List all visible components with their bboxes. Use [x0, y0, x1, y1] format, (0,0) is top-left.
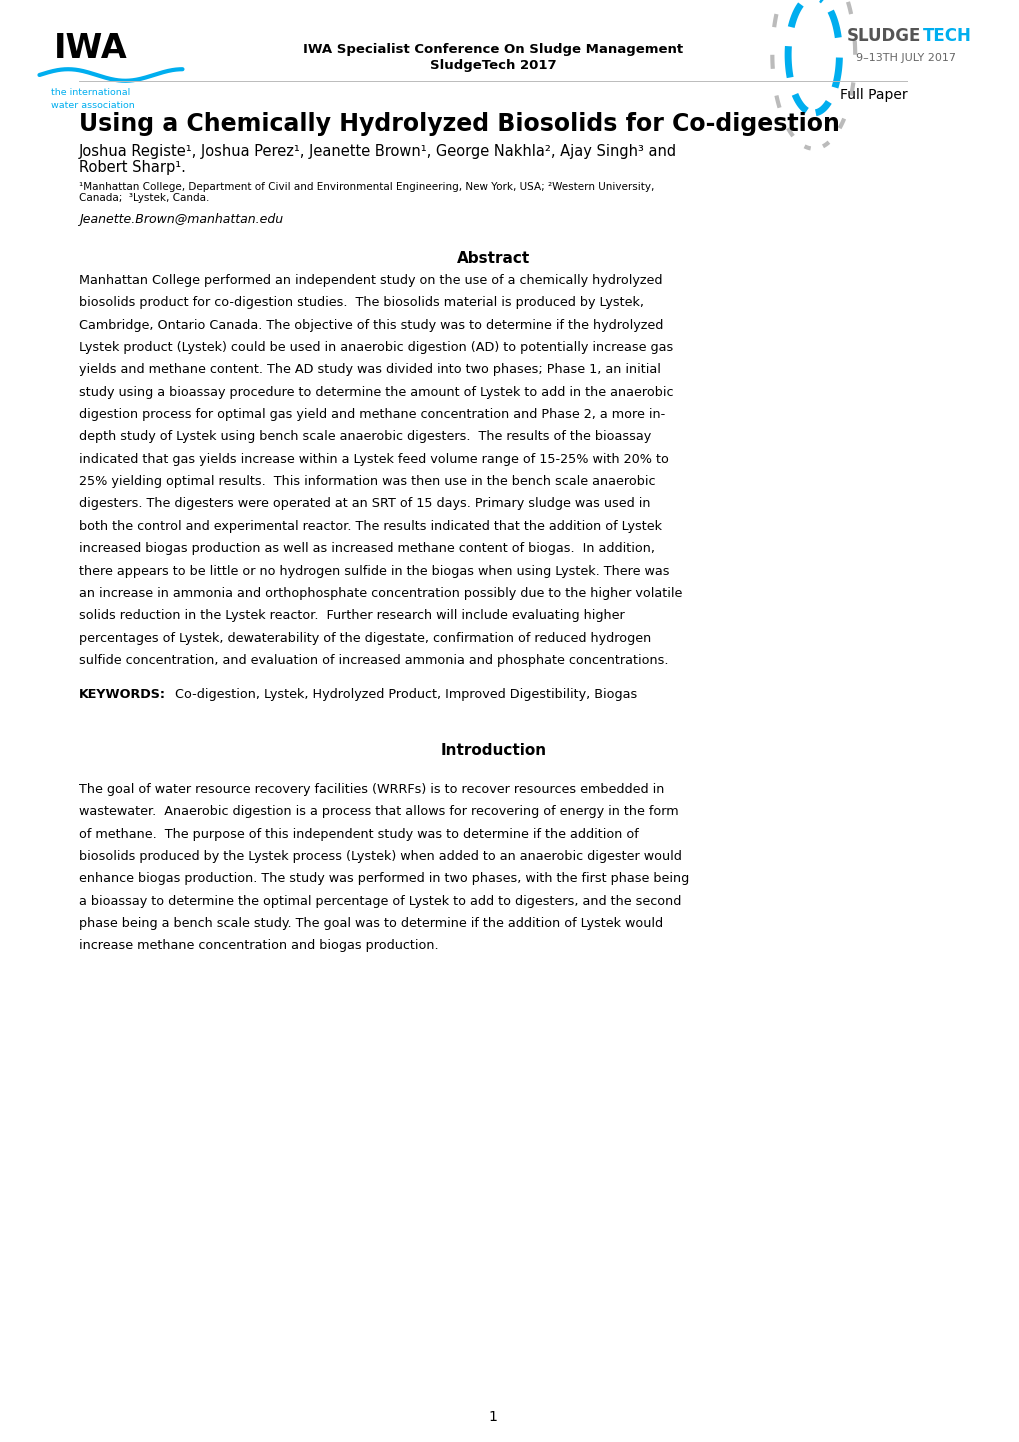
Text: ¹Manhattan College, Department of Civil and Environmental Engineering, New York,: ¹Manhattan College, Department of Civil … [78, 182, 653, 192]
Text: increased biogas production as well as increased methane content of biogas.  In : increased biogas production as well as i… [78, 542, 654, 555]
Text: Cambridge, Ontario Canada. The objective of this study was to determine if the h: Cambridge, Ontario Canada. The objective… [78, 319, 662, 332]
Text: an increase in ammonia and orthophosphate concentration possibly due to the high: an increase in ammonia and orthophosphat… [78, 587, 682, 600]
Text: Introduction: Introduction [440, 743, 546, 757]
Text: Abstract: Abstract [457, 251, 529, 265]
Text: IWA: IWA [54, 32, 127, 65]
Text: TECH: TECH [922, 27, 971, 45]
Text: phase being a bench scale study. The goal was to determine if the addition of Ly: phase being a bench scale study. The goa… [78, 917, 662, 930]
Text: SLUDGE: SLUDGE [846, 27, 920, 45]
Text: KEYWORDS:: KEYWORDS: [78, 688, 166, 701]
Text: study using a bioassay procedure to determine the amount of Lystek to add in the: study using a bioassay procedure to dete… [78, 385, 673, 399]
Text: biosolids produced by the Lystek process (Lystek) when added to an anaerobic dig: biosolids produced by the Lystek process… [78, 849, 681, 864]
Text: percentages of Lystek, dewaterability of the digestate, confirmation of reduced : percentages of Lystek, dewaterability of… [78, 632, 650, 645]
Text: IWA Specialist Conference On Sludge Management: IWA Specialist Conference On Sludge Mana… [303, 43, 683, 56]
Text: a bioassay to determine the optimal percentage of Lystek to add to digesters, an: a bioassay to determine the optimal perc… [78, 894, 681, 908]
Text: digesters. The digesters were operated at an SRT of 15 days. Primary sludge was : digesters. The digesters were operated a… [78, 497, 650, 510]
Text: SludgeTech 2017: SludgeTech 2017 [429, 59, 556, 72]
Text: Joshua Registe¹, Joshua Perez¹, Jeanette Brown¹, George Nakhla², Ajay Singh³ and: Joshua Registe¹, Joshua Perez¹, Jeanette… [78, 144, 677, 159]
Text: Canada;  ³Lystek, Canda.: Canada; ³Lystek, Canda. [78, 193, 209, 203]
Text: Using a Chemically Hydrolyzed Biosolids for Co-digestion: Using a Chemically Hydrolyzed Biosolids … [78, 112, 839, 137]
Text: solids reduction in the Lystek reactor.  Further research will include evaluatin: solids reduction in the Lystek reactor. … [78, 609, 624, 623]
Text: yields and methane content. The AD study was divided into two phases; Phase 1, a: yields and methane content. The AD study… [78, 363, 660, 376]
Text: biosolids product for co-digestion studies.  The biosolids material is produced : biosolids product for co-digestion studi… [78, 296, 643, 310]
Text: sulfide concentration, and evaluation of increased ammonia and phosphate concent: sulfide concentration, and evaluation of… [78, 653, 667, 668]
Text: wastewater.  Anaerobic digestion is a process that allows for recovering of ener: wastewater. Anaerobic digestion is a pro… [78, 805, 678, 819]
Text: Full Paper: Full Paper [839, 88, 907, 102]
Text: indicated that gas yields increase within a Lystek feed volume range of 15-25% w: indicated that gas yields increase withi… [78, 453, 668, 466]
Text: enhance biogas production. The study was performed in two phases, with the first: enhance biogas production. The study was… [78, 872, 689, 885]
Text: Manhattan College performed an independent study on the use of a chemically hydr: Manhattan College performed an independe… [78, 274, 661, 287]
Text: digestion process for optimal gas yield and methane concentration and Phase 2, a: digestion process for optimal gas yield … [78, 408, 664, 421]
Text: Robert Sharp¹.: Robert Sharp¹. [78, 160, 185, 174]
Text: Jeanette.Brown@manhattan.edu: Jeanette.Brown@manhattan.edu [78, 213, 282, 226]
Text: both the control and experimental reactor. The results indicated that the additi: both the control and experimental reacto… [78, 519, 661, 534]
Text: depth study of Lystek using bench scale anaerobic digesters.  The results of the: depth study of Lystek using bench scale … [78, 430, 650, 444]
Text: 9–13TH JULY 2017: 9–13TH JULY 2017 [855, 53, 955, 62]
Text: The goal of water resource recovery facilities (WRRFs) is to recover resources e: The goal of water resource recovery faci… [78, 783, 663, 796]
Text: water association: water association [51, 101, 135, 110]
Text: 1: 1 [488, 1410, 497, 1425]
Text: the international: the international [51, 88, 130, 97]
Text: 25% yielding optimal results.  This information was then use in the bench scale : 25% yielding optimal results. This infor… [78, 474, 655, 489]
Text: of methane.  The purpose of this independent study was to determine if the addit: of methane. The purpose of this independ… [78, 828, 638, 841]
Text: increase methane concentration and biogas production.: increase methane concentration and bioga… [78, 939, 438, 953]
Text: Lystek product (Lystek) could be used in anaerobic digestion (AD) to potentially: Lystek product (Lystek) could be used in… [78, 340, 673, 355]
Text: there appears to be little or no hydrogen sulfide in the biogas when using Lyste: there appears to be little or no hydroge… [78, 564, 668, 578]
Text: Co-digestion, Lystek, Hydrolyzed Product, Improved Digestibility, Biogas: Co-digestion, Lystek, Hydrolyzed Product… [170, 688, 636, 701]
